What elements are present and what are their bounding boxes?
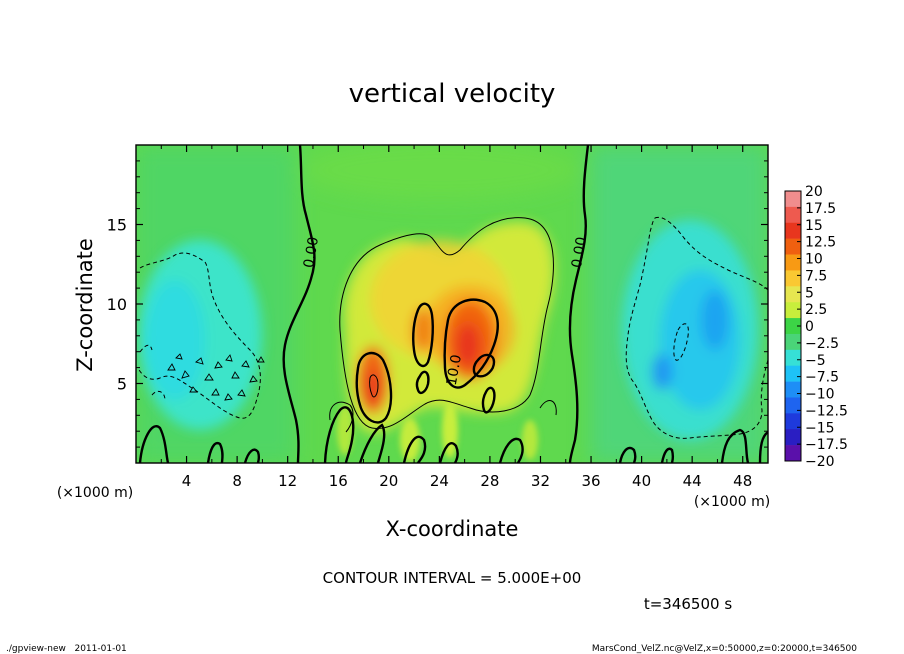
colorbar: 2017.51512.5107.552.50−2.5−5−7.5−10−12.5… [784, 184, 848, 470]
x-tick-label: 48 [733, 472, 752, 490]
colorbar-label: 5 [805, 285, 814, 301]
contour-5 [339, 217, 554, 430]
contour-label: 0.00 [569, 236, 590, 269]
colorbar-swatch [785, 429, 801, 446]
negative-contours [137, 216, 768, 439]
colorbar-swatch [785, 286, 801, 303]
y-tick-label: 5 [117, 375, 127, 394]
y-tick-label: 15 [107, 216, 127, 235]
colorbar-swatch [785, 254, 801, 271]
x-tick-label: 8 [232, 472, 242, 490]
x-unit-right: (×1000 m) [694, 494, 770, 510]
colorbar-label: −15 [805, 420, 835, 436]
contour-label: 0.00 [301, 236, 322, 269]
x-tick-label: 44 [683, 472, 702, 490]
x-tick-label: 28 [480, 472, 499, 490]
x-tick-label: 4 [182, 472, 192, 490]
colorbar-label: −2.5 [805, 336, 839, 352]
colorbar-swatch [785, 238, 801, 255]
x-tick-label: 12 [278, 472, 297, 490]
colorbar-label: 20 [805, 184, 823, 200]
downdraft-regions [138, 220, 758, 440]
x-tick-label: 20 [379, 472, 398, 490]
zero-contour-right [568, 145, 590, 463]
x-tick-label: 16 [329, 472, 348, 490]
footer-left: ./gpview-new 2011-01-01 [6, 644, 127, 654]
colorbar-label: 15 [805, 218, 823, 234]
footer-right: MarsCond_VelZ.nc@VelZ,x=0:50000,z=0:2000… [592, 644, 857, 654]
colorbar-swatch [785, 365, 801, 382]
contour-lines [137, 145, 768, 463]
colorbar-swatch [785, 333, 801, 351]
colorbar-swatch [785, 191, 801, 208]
plot-area: 0.00 0.00 10.0 [136, 145, 768, 463]
x-tick-label: 24 [430, 472, 449, 490]
colorbar-swatch [785, 413, 801, 430]
zero-contour-left [282, 145, 316, 463]
colorbar-swatch [785, 222, 801, 239]
contour-10-center [443, 298, 499, 389]
contour-interval-text: CONTOUR INTERVAL = 5.000E+00 [323, 569, 582, 587]
colorbar-label: −7.5 [805, 370, 839, 386]
colorbar-label: −20 [805, 454, 835, 470]
colorbar-swatch [785, 349, 801, 367]
colorbar-label: 17.5 [805, 201, 836, 217]
contour-label: 10.0 [444, 353, 465, 386]
noise-contours [167, 353, 265, 401]
x-tick-label: 36 [581, 472, 600, 490]
colorbar-label: 10 [805, 252, 823, 268]
colorbar-swatch [785, 381, 801, 398]
colorbar-swatch [785, 302, 801, 319]
contour-neg5-right [625, 216, 768, 439]
colorbar-label: 7.5 [805, 268, 827, 284]
colorbar-label: −10 [805, 387, 835, 403]
y-tick-label: 10 [107, 295, 127, 314]
colorbar-label: 0 [805, 319, 814, 335]
colorbar-label: −5 [805, 353, 826, 369]
y-axis-label: Z-coordinate [73, 238, 97, 372]
x-axis-label: X-coordinate [386, 517, 519, 541]
x-axis: 4 8 12 16 20 24 28 32 36 40 44 48 [160, 145, 752, 490]
colorbar-swatch [785, 397, 801, 414]
colorbar-label: 12.5 [805, 235, 836, 251]
x-tick-label: 32 [531, 472, 550, 490]
x-tick-label: 40 [632, 472, 651, 490]
colorbar-label: −17.5 [805, 437, 848, 453]
colorbar-swatch [785, 206, 801, 224]
colorbar-swatch [785, 270, 801, 287]
x-unit-left: (×1000 m) [57, 485, 133, 501]
chart-title: vertical velocity [349, 79, 556, 109]
colorbar-label: 2.5 [805, 302, 827, 318]
colorbar-swatch [785, 445, 801, 462]
time-text: t=346500 s [644, 595, 732, 613]
colorbar-label: −12.5 [805, 403, 848, 419]
colorbar-swatch [785, 318, 801, 335]
contour-labels: 0.00 0.00 10.0 [301, 236, 590, 387]
contour-neg5-left [137, 252, 261, 419]
y-axis: 5 10 15 [107, 160, 768, 448]
contour-10-left [355, 351, 393, 424]
